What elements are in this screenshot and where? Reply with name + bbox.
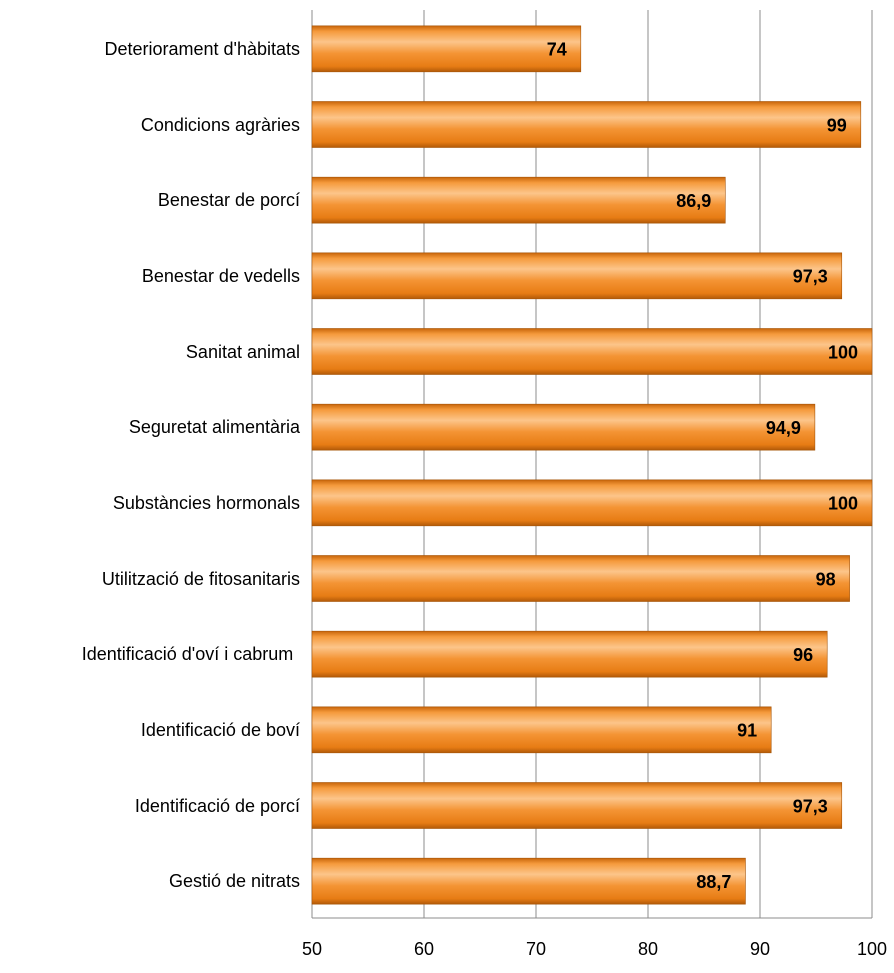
- category-label: Substàncies hormonals: [112, 492, 300, 513]
- data-label: 74: [547, 40, 567, 60]
- data-label: 91: [737, 721, 757, 741]
- category-label: Identificació de porcí: [134, 795, 300, 816]
- category-label: Gestió de nitrats: [168, 871, 300, 892]
- data-label: 88,7: [696, 872, 731, 892]
- x-tick-label: 60: [414, 939, 434, 959]
- data-label: 97,3: [793, 267, 828, 287]
- x-tick-label: 50: [302, 939, 322, 959]
- data-label: 100: [828, 342, 858, 362]
- category-label: Identificació de boví: [140, 719, 300, 740]
- bar: [311, 782, 843, 829]
- category-label: Identificació d'oví i cabrum: [81, 644, 294, 665]
- bar: [311, 403, 816, 451]
- bar: [311, 101, 862, 148]
- x-tick-label: 80: [638, 939, 658, 959]
- bar: [311, 555, 850, 602]
- data-label: 97,3: [793, 796, 828, 816]
- data-label: 86,9: [676, 191, 711, 211]
- data-label: 100: [828, 494, 858, 514]
- bar: [311, 252, 843, 300]
- category-label: Seguretat alimentària: [128, 417, 300, 438]
- category-label: Sanitat animal: [185, 341, 300, 362]
- bar: [311, 706, 772, 754]
- bar: [311, 25, 582, 73]
- bar: [311, 479, 873, 527]
- data-label: 96: [793, 645, 813, 665]
- bar: [311, 176, 726, 224]
- x-tick-label: 70: [526, 939, 546, 959]
- data-label: 94,9: [766, 418, 801, 438]
- category-label: Utilització de fitosanitaris: [101, 568, 300, 589]
- data-label: 98: [816, 569, 836, 589]
- category-label: Benestar de porcí: [157, 190, 300, 211]
- x-tick-label: 100: [857, 939, 887, 959]
- category-label: Deteriorament d'hàbitats: [104, 38, 300, 59]
- bar: [311, 630, 828, 678]
- data-label: 99: [827, 115, 847, 135]
- category-label: Condicions agràries: [140, 114, 300, 135]
- bar: [311, 857, 746, 905]
- bar: [311, 328, 873, 375]
- x-tick-label: 90: [750, 939, 770, 959]
- category-label: Benestar de vedells: [141, 265, 300, 286]
